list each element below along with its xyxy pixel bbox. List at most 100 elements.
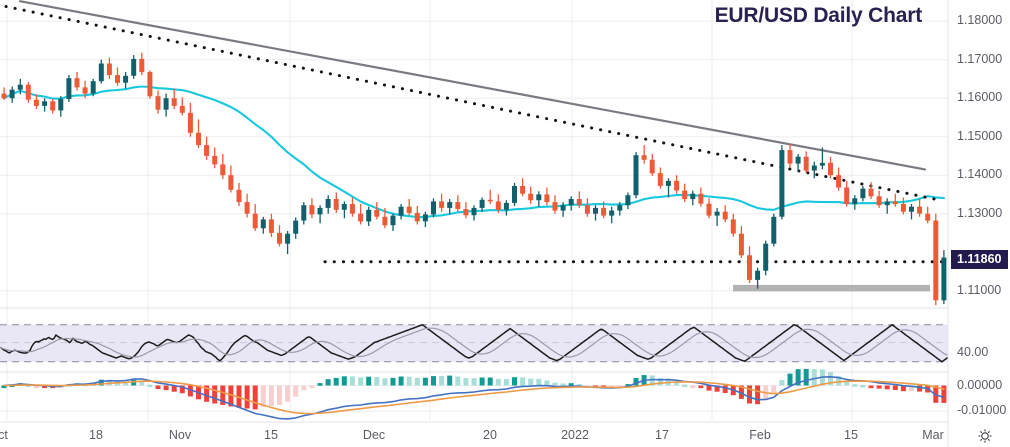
- price-axis-label: 1.13000: [957, 205, 1003, 220]
- candle-body: [285, 233, 291, 244]
- candle-body: [617, 205, 623, 211]
- price-axis-label: 1.18000: [957, 13, 1003, 28]
- candle-body: [584, 205, 590, 214]
- macd-histogram-bar: [941, 385, 947, 403]
- candle-body: [414, 212, 420, 222]
- candle-body: [187, 112, 193, 133]
- upper-trendline-dotted: [4, 5, 942, 202]
- macd-histogram-bar: [528, 378, 534, 386]
- candle-body: [852, 198, 858, 205]
- candle-body: [228, 175, 234, 190]
- candle-body: [828, 162, 833, 176]
- macd-histogram-bar: [212, 385, 218, 404]
- candle-body: [471, 207, 477, 216]
- candle-body: [933, 220, 939, 301]
- candle-body: [155, 96, 161, 110]
- candle-body: [819, 162, 825, 166]
- x-axis-label: Mar: [922, 428, 944, 442]
- candle-body: [698, 193, 704, 204]
- candle-body: [439, 201, 445, 208]
- macd-histogram-bar: [414, 377, 420, 386]
- candle-body: [58, 98, 64, 111]
- macd-histogram-bar: [341, 376, 347, 386]
- macd-histogram-bar: [771, 385, 777, 394]
- candle-body: [115, 75, 120, 83]
- candle-body: [333, 199, 339, 210]
- x-axis-label: 2022: [561, 428, 589, 442]
- candle-body: [844, 187, 850, 205]
- macd-histogram-bar: [33, 385, 39, 389]
- candle-body: [763, 243, 769, 271]
- x-axis-label: Nov: [168, 428, 192, 442]
- macd-histogram-bar: [876, 385, 882, 389]
- price-axis-label: 1.16000: [957, 90, 1003, 105]
- candle-body: [382, 216, 388, 226]
- candle-body: [398, 206, 404, 216]
- candle-body: [293, 220, 299, 234]
- macd-histogram-bar: [674, 381, 680, 386]
- macd-histogram-bar: [544, 380, 550, 386]
- candle-body: [714, 211, 720, 216]
- candle-body: [868, 188, 874, 197]
- candle-body: [625, 195, 631, 206]
- macd-histogram-bar: [1, 385, 7, 389]
- candle-body: [909, 206, 914, 212]
- macd-histogram-bar: [479, 377, 485, 386]
- candle-body: [163, 98, 169, 110]
- candle-body: [593, 207, 598, 214]
- macd-histogram-bar: [900, 385, 906, 392]
- macd-histogram-bar: [260, 385, 266, 408]
- candle-body: [876, 196, 882, 206]
- candle-body: [747, 255, 752, 280]
- macd-histogram-bar: [625, 384, 631, 387]
- macd-histogram-bar: [309, 385, 315, 389]
- macd-histogram-bar: [293, 385, 299, 397]
- candle-body: [544, 194, 550, 203]
- macd-histogram-bar: [171, 385, 177, 392]
- candle-body: [25, 84, 31, 100]
- candle-body: [884, 201, 890, 206]
- macd-histogram-bar: [884, 385, 890, 390]
- macd-histogram-bar: [852, 384, 858, 387]
- candle-body: [422, 214, 428, 222]
- macd-histogram-bar: [576, 384, 582, 387]
- macd-histogram-bar: [244, 385, 250, 409]
- candle-body: [738, 233, 744, 256]
- macd-histogram-bar: [828, 372, 833, 386]
- candle-body: [568, 199, 574, 206]
- macd-histogram-bar: [139, 380, 145, 386]
- macd-histogram-bar: [738, 385, 744, 399]
- macd-histogram-bar: [868, 385, 874, 389]
- x-axis-label: ct: [0, 428, 8, 442]
- candle-body: [74, 78, 80, 88]
- candle-body: [220, 164, 226, 176]
- candle-body: [147, 72, 153, 97]
- candle-body: [690, 193, 696, 200]
- candle-body: [374, 209, 380, 217]
- macd-histogram-bar: [268, 385, 274, 406]
- macd-histogram-bar: [495, 378, 501, 386]
- x-axis-label: Feb: [749, 428, 771, 442]
- candle-body: [512, 186, 517, 203]
- candle-body: [520, 186, 526, 194]
- macd-histogram-bar: [836, 376, 842, 386]
- candle-body: [358, 213, 364, 222]
- candle-body: [196, 132, 201, 146]
- candle-body: [244, 202, 250, 214]
- macd-histogram-bar: [42, 385, 48, 389]
- axis-settings-gear-icon[interactable]: [977, 428, 993, 444]
- candle-body: [139, 58, 145, 72]
- macd-histogram-bar: [892, 385, 898, 390]
- candle-body: [528, 193, 534, 201]
- macd-histogram-bar: [487, 377, 493, 386]
- candle-body: [463, 209, 469, 216]
- macd-histogram-bar: [179, 385, 185, 394]
- current-price-tag: 1.11860: [951, 250, 1008, 269]
- candle-body: [811, 165, 817, 171]
- x-axis-label: 18: [89, 428, 103, 442]
- candle-body: [503, 202, 509, 210]
- candle-body: [917, 206, 923, 214]
- price-axis-label: 1.17000: [957, 51, 1003, 66]
